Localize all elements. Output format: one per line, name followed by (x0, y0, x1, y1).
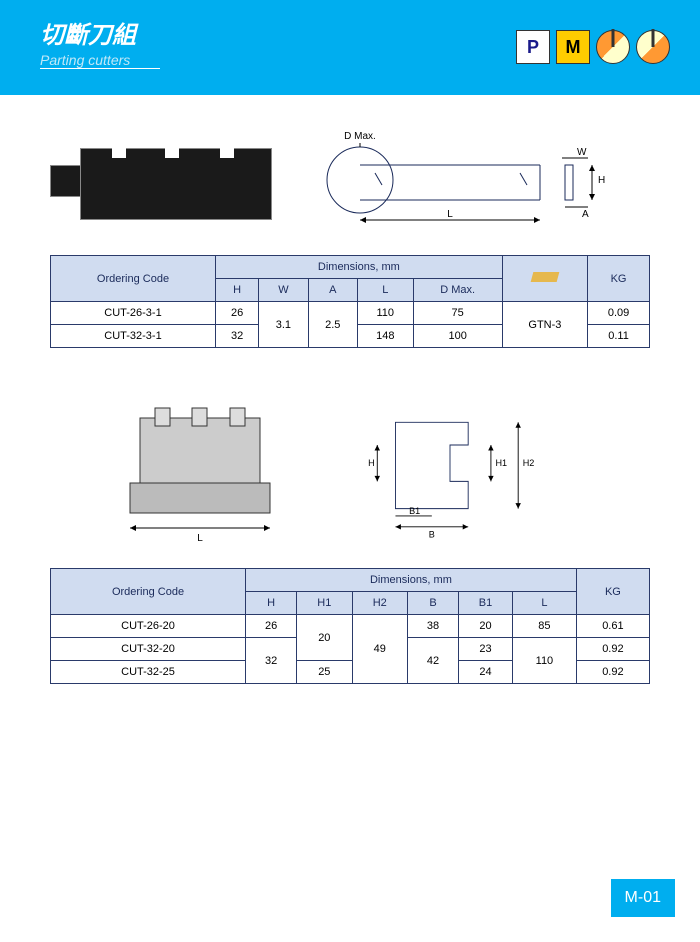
th-h: H (215, 279, 258, 302)
material-m-icon: M (556, 30, 590, 64)
schematic-1: D Max. L W H A (320, 125, 610, 235)
diagram-row-1: D Max. L W H A (0, 95, 700, 245)
material-p-icon: P (516, 30, 550, 64)
th-l: L (357, 279, 413, 302)
label-l: L (447, 209, 453, 220)
svg-text:L: L (197, 533, 203, 544)
label-dmax: D Max. (344, 131, 376, 142)
table-1: Ordering Code Dimensions, mm KG H W A L … (50, 255, 650, 348)
table-row: CUT-26-3-1 26 3.1 2.5 110 75 GTN-3 0.09 (51, 302, 650, 325)
svg-text:H: H (368, 458, 375, 468)
tool-photo (50, 133, 280, 228)
svg-text:H1: H1 (495, 458, 507, 468)
cutting-icon-1 (596, 30, 630, 64)
svg-text:H2: H2 (523, 458, 535, 468)
th-w: W (259, 279, 308, 302)
th-a: A (308, 279, 357, 302)
cutting-icon-2 (636, 30, 670, 64)
label-a: A (582, 209, 589, 220)
svg-text:B: B (429, 530, 435, 540)
th-insert-icon (502, 256, 587, 302)
header-icons: P M (516, 30, 670, 64)
th2-code: Ordering Code (51, 569, 246, 615)
holder-side: H H1 H2 B B1 (350, 395, 550, 540)
title-english: Parting cutters (40, 52, 160, 69)
th-dimgroup: Dimensions, mm (215, 256, 502, 279)
th2-kg: KG (576, 569, 649, 615)
th-dmax: D Max. (413, 279, 502, 302)
label-h: H (598, 175, 605, 186)
insert-icon (531, 272, 560, 282)
th-kg: KG (588, 256, 650, 302)
th2-dimgroup: Dimensions, mm (246, 569, 577, 592)
page-code: M-01 (611, 879, 675, 917)
holder-front: L (100, 388, 300, 548)
label-w: W (577, 147, 587, 158)
th-code: Ordering Code (51, 256, 216, 302)
table-row: CUT-26-20 26 20 49 38 20 85 0.61 (51, 615, 650, 638)
svg-text:B1: B1 (409, 506, 420, 516)
page-header: 切斷刀組 Parting cutters P M (0, 0, 700, 95)
table-2: Ordering Code Dimensions, mm KG H H1 H2 … (50, 568, 650, 684)
diagram-row-2: L H H1 H2 B B1 (0, 368, 700, 558)
